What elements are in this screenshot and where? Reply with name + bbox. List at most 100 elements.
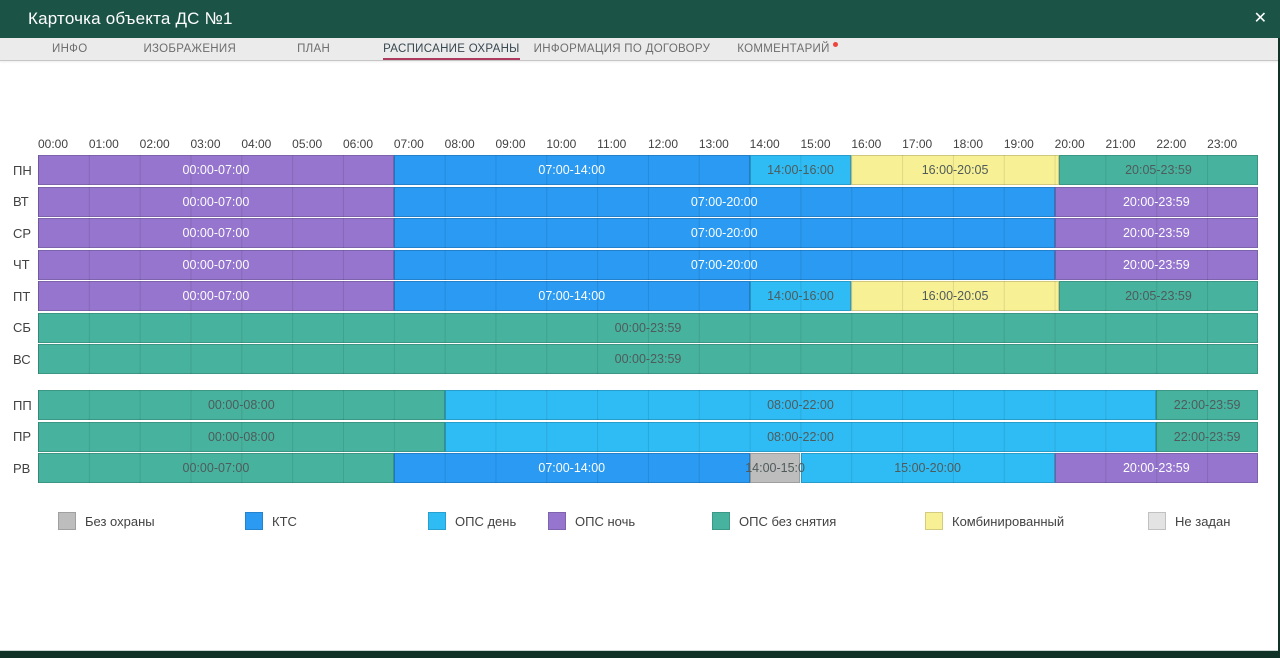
schedule-segment-combined[interactable]: 16:00-20:05 bbox=[851, 281, 1059, 311]
day-label: ПР bbox=[13, 429, 32, 444]
schedule-segment-ops_night[interactable]: 20:00-23:59 bbox=[1054, 186, 1258, 217]
schedule-segment-ops_nostop[interactable]: 00:00-23:59 bbox=[38, 312, 1258, 343]
schedule-segment-kts[interactable]: 07:00-14:00 bbox=[393, 281, 750, 311]
segment-label: 22:00-23:59 bbox=[1173, 398, 1241, 412]
segment-label: 07:00-20:00 bbox=[690, 257, 758, 272]
schedule-segment-ops_nostop[interactable]: 20:05-23:59 bbox=[1058, 155, 1258, 185]
schedule-track: 00:00-07:00 07:00-20:00 20:00-23:59 bbox=[38, 249, 1258, 280]
time-axis-label: 11:00 bbox=[597, 137, 627, 151]
segment-label: 20:05-23:59 bbox=[1125, 289, 1192, 303]
segment-label: 07:00-14:00 bbox=[538, 461, 606, 475]
schedule-segment-ops_night[interactable]: 20:00-23:59 bbox=[1054, 249, 1258, 280]
time-axis-label: 05:00 bbox=[292, 137, 323, 151]
schedule-segment-kts[interactable]: 07:00-20:00 bbox=[393, 249, 1055, 280]
segment-label: 14:00-16:00 bbox=[767, 163, 834, 177]
schedule-segment-ops_day[interactable]: 15:00-20:00 bbox=[800, 453, 1055, 483]
schedule-groups: ПН 00:00-07:00 07:00-14:00 14:00-16:00 16:00… bbox=[0, 155, 1280, 483]
schedule-segment-ops_nostop[interactable]: 22:00-23:59 bbox=[1156, 421, 1258, 452]
tab-комментарий[interactable]: КОММЕНТАРИЙ bbox=[737, 38, 838, 60]
segment-label: 15:00-20:00 bbox=[894, 461, 961, 475]
schedule-segment-ops_night[interactable]: 00:00-07:00 bbox=[38, 218, 394, 248]
tab-информация-по-договору[interactable]: ИНФОРМАЦИЯ ПО ДОГОВОРУ bbox=[534, 38, 711, 60]
schedule-segment-ops_day[interactable]: 14:00-16:00 bbox=[749, 281, 852, 311]
schedule-segment-kts[interactable]: 07:00-14:00 bbox=[393, 155, 750, 185]
legend-swatch-icon bbox=[712, 512, 730, 530]
legend-label: Не задан bbox=[1175, 513, 1231, 529]
schedule-segment-ops_nostop[interactable]: 00:00-08:00 bbox=[38, 421, 445, 452]
legend-item-ops_night: ОПС ночь bbox=[548, 512, 635, 530]
schedule-segment-kts[interactable]: 07:00-14:00 bbox=[393, 453, 750, 483]
tab-расписание-охраны[interactable]: РАСПИСАНИЕ ОХРАНЫ bbox=[383, 38, 520, 60]
tab-label: ИНФО bbox=[52, 43, 88, 55]
time-axis-label: 14:00 bbox=[749, 137, 780, 151]
segment-label: 00:00-23:59 bbox=[614, 352, 682, 366]
day-label: ПП bbox=[13, 397, 32, 413]
legend-item-ops_day: ОПС день bbox=[428, 512, 516, 530]
schedule-segment-ops_day[interactable]: 08:00-22:00 bbox=[444, 421, 1157, 452]
day-label: ВТ bbox=[13, 194, 29, 209]
unread-badge-icon bbox=[832, 42, 838, 47]
tab-инфо[interactable]: ИНФО bbox=[52, 38, 87, 60]
segment-label: 20:00-23:59 bbox=[1122, 257, 1190, 272]
segment-label: 07:00-14:00 bbox=[538, 289, 606, 303]
dialog-header: Карточка объекта ДС №1 ✕ bbox=[0, 0, 1280, 38]
time-axis-label: 00:00 bbox=[38, 137, 69, 151]
time-axis-label: 08:00 bbox=[444, 137, 475, 151]
segment-label: 00:00-07:00 bbox=[182, 461, 250, 475]
segment-label: 00:00-08:00 bbox=[207, 398, 275, 412]
segment-label: 07:00-20:00 bbox=[690, 226, 758, 240]
schedule-segment-ops_day[interactable]: 14:00-16:00 bbox=[749, 155, 852, 185]
schedule-track: 00:00-23:59 bbox=[38, 312, 1258, 343]
legend-label: ОПС без снятия bbox=[739, 513, 837, 529]
segment-label: 07:00-14:00 bbox=[538, 163, 606, 177]
schedule-segment-ops_night[interactable]: 20:00-23:59 bbox=[1054, 218, 1258, 248]
legend-label: Без охраны bbox=[85, 513, 155, 529]
schedule-segment-none[interactable]: 14:00-15:0 bbox=[745, 453, 805, 483]
legend-swatch-icon bbox=[1148, 512, 1166, 530]
schedule-group-2: ПП 00:00-08:00 08:00-22:00 22:00-23:59 ПР 00:… bbox=[0, 390, 1280, 483]
schedule-segment-kts[interactable]: 07:00-20:00 bbox=[393, 186, 1055, 217]
day-label: СР bbox=[13, 225, 32, 241]
schedule-segment-ops_nostop[interactable]: 00:00-08:00 bbox=[38, 390, 445, 420]
legend-swatch-icon bbox=[548, 512, 566, 530]
legend-swatch-icon bbox=[245, 512, 263, 530]
schedule-row-пн: ПН 00:00-07:00 07:00-14:00 14:00-16:00 16:00… bbox=[0, 155, 1280, 185]
segment-label: 00:00-07:00 bbox=[182, 163, 250, 177]
tab-label: ИНФОРМАЦИЯ ПО ДОГОВОРУ bbox=[533, 43, 711, 55]
schedule-segment-ops_night[interactable]: 00:00-07:00 bbox=[38, 249, 394, 280]
schedule-segment-ops_nostop[interactable]: 00:00-07:00 bbox=[38, 453, 394, 483]
legend-item-unset: Не задан bbox=[1148, 512, 1230, 530]
schedule-segment-kts[interactable]: 07:00-20:00 bbox=[393, 218, 1055, 248]
legend-item-ops_nostop: ОПС без снятия bbox=[712, 512, 836, 530]
dialog-title: Карточка объекта ДС №1 bbox=[28, 9, 233, 28]
schedule-content: 00:00 01:00 02:00 03:00 04:00 05:00 06:00 07:00… bbox=[0, 61, 1280, 483]
schedule-segment-ops_nostop[interactable]: 20:05-23:59 bbox=[1058, 281, 1258, 311]
segment-label: 00:00-07:00 bbox=[182, 194, 250, 209]
tab-план[interactable]: ПЛАН bbox=[297, 38, 330, 60]
schedule-group-1: ПН 00:00-07:00 07:00-14:00 14:00-16:00 16:00… bbox=[0, 155, 1280, 374]
schedule-segment-ops_night[interactable]: 00:00-07:00 bbox=[38, 281, 394, 311]
schedule-track: 00:00-08:00 08:00-22:00 22:00-23:59 bbox=[38, 421, 1258, 452]
time-axis-label: 09:00 bbox=[495, 137, 526, 151]
segment-label: 16:00-20:05 bbox=[921, 163, 989, 177]
tab-изображения[interactable]: ИЗОБРАЖЕНИЯ bbox=[143, 38, 236, 60]
schedule-row-пт: ПТ 00:00-07:00 07:00-14:00 14:00-16:00 16:00… bbox=[0, 281, 1280, 311]
schedule-segment-ops_day[interactable]: 08:00-22:00 bbox=[444, 390, 1157, 420]
schedule-segment-ops_nostop[interactable]: 00:00-23:59 bbox=[38, 344, 1258, 374]
schedule-segment-ops_night[interactable]: 20:00-23:59 bbox=[1054, 453, 1258, 483]
time-axis-label: 07:00 bbox=[393, 137, 424, 151]
segment-label: 14:00-15:0 bbox=[745, 461, 805, 475]
segment-label: 07:00-20:00 bbox=[690, 194, 758, 209]
schedule-segment-ops_night[interactable]: 00:00-07:00 bbox=[38, 186, 394, 217]
schedule-track: 00:00-07:00 07:00-20:00 20:00-23:59 bbox=[38, 218, 1258, 248]
schedule-segment-ops_night[interactable]: 00:00-07:00 bbox=[38, 155, 394, 185]
schedule-track: 00:00-07:00 07:00-20:00 20:00-23:59 bbox=[38, 186, 1258, 217]
segment-label: 00:00-08:00 bbox=[207, 429, 275, 444]
legend-item-kts: КТС bbox=[245, 512, 297, 530]
schedule-segment-combined[interactable]: 16:00-20:05 bbox=[851, 155, 1059, 185]
time-axis-label: 10:00 bbox=[546, 137, 577, 151]
schedule-track: 00:00-08:00 08:00-22:00 22:00-23:59 bbox=[38, 390, 1258, 420]
close-icon[interactable]: ✕ bbox=[1253, 10, 1267, 27]
schedule-segment-ops_nostop[interactable]: 22:00-23:59 bbox=[1156, 390, 1258, 420]
day-label: РВ bbox=[13, 460, 31, 476]
